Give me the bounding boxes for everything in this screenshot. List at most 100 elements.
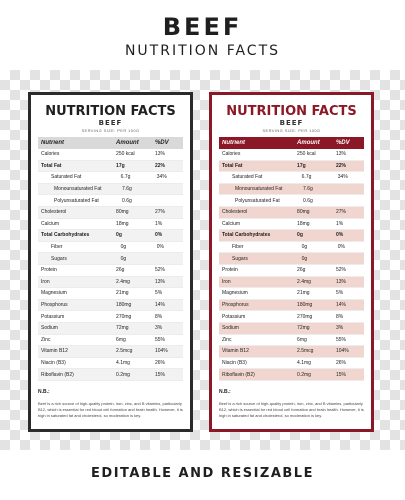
nutrient-name: Calcium — [41, 220, 60, 227]
nutrient-dv: 104% — [154, 348, 168, 355]
nutrient-name: Iron — [41, 278, 50, 285]
table-row: Total Fat 17g 22% — [38, 160, 183, 173]
nutrient-dv: 55% — [154, 336, 165, 343]
nutrient-amount: 6.7g — [120, 174, 131, 181]
column-header-dv: %DV — [154, 140, 169, 146]
serving-size: SERVING SIZE: PER 100G — [262, 128, 321, 133]
nutrient-amount: 2.4mg — [116, 278, 130, 285]
table-row: Zinc 6mg 55% — [38, 335, 183, 347]
nutrient-amount: 0.2mg — [297, 371, 311, 378]
nutrient-name: Phosphorus — [41, 302, 68, 309]
label-subtitle: BEEF — [279, 119, 304, 127]
label-title: NUTRITION FACTS — [45, 104, 176, 119]
nutrient-dv: 0% — [154, 232, 163, 239]
nutrient-dv: 13% — [335, 278, 346, 285]
nutrient-dv: 22% — [154, 162, 165, 169]
column-header-amount: Amount — [116, 140, 139, 146]
nutrient-dv: 14% — [335, 302, 346, 309]
label-title: NUTRITION FACTS — [226, 104, 357, 119]
table-header: Nutrient Amount %DV — [38, 137, 183, 149]
nutrient-name: Potassium — [41, 313, 65, 320]
nutrient-dv: 22% — [335, 162, 346, 169]
nutrient-name: Iron — [222, 278, 231, 285]
nutrient-dv: 104% — [335, 348, 349, 355]
nutrient-dv: 0% — [335, 232, 344, 239]
table-row: Sodium 72mg 3% — [219, 322, 364, 335]
nutrient-name: Total Fat — [41, 162, 62, 169]
nutrient-amount: 0g — [116, 232, 122, 239]
table-row: Phosphorus 180mg 14% — [219, 299, 364, 312]
nutrient-amount: 0.6g — [303, 197, 313, 204]
nutrient-amount: 17g — [297, 162, 306, 169]
table-row: Magnesium 21mg 5% — [38, 288, 183, 300]
serving-size: SERVING SIZE: PER 100G — [81, 128, 140, 133]
label-subtitle: BEEF — [98, 119, 123, 127]
nutrient-amount: 26g — [297, 267, 306, 274]
nutrient-name: Protein — [41, 267, 57, 274]
nutrient-amount: 270mg — [116, 313, 132, 320]
nutrient-amount: 250 kcal — [116, 151, 135, 158]
nutrient-name: Vitamin B12 — [222, 348, 249, 355]
nutrient-name: Calcium — [222, 220, 241, 227]
nutrient-amount: 0g — [120, 255, 127, 262]
table-row: Calories 250 kcal 13% — [38, 149, 183, 161]
nutrient-dv: 55% — [335, 336, 346, 343]
nutrient-name: Saturated Fat — [232, 174, 263, 181]
nutrient-name: Fiber — [232, 244, 244, 251]
page-subtitle: NUTRITION FACTS — [124, 43, 281, 59]
nutrient-name: Monounsaturated Fat — [54, 186, 102, 193]
nutrient-dv: 52% — [335, 267, 346, 274]
nutrient-dv: 34% — [337, 174, 348, 181]
nutrient-name: Total Carbohydrates — [222, 232, 271, 239]
table-row: Vitamin B12 2.5mcg 104% — [38, 346, 183, 358]
page-title: BEEF — [162, 13, 243, 41]
nutrient-name: Zinc — [41, 336, 51, 343]
nutrient-amount: 80mg — [116, 209, 129, 216]
nutrient-dv: 14% — [154, 302, 165, 309]
nutrient-amount: 7.6g — [122, 186, 132, 193]
table-row: Vitamin B12 2.5mcg 104% — [219, 346, 364, 358]
table-row: Riboflavin (B2) 0.2mg 15% — [219, 369, 364, 381]
table-row: Sugars 0g — [219, 253, 364, 265]
nutrient-table: Calories 250 kcal 13% Total Fat 17g 22% Satura… — [38, 149, 183, 381]
nutrient-dv: 13% — [335, 151, 346, 158]
nutrient-name: Total Carbohydrates — [41, 232, 90, 239]
table-row: Fiber 0g 0% — [219, 242, 364, 254]
nutrient-amount: 0g — [297, 232, 303, 239]
nutrient-name: Cholesterol — [41, 209, 67, 216]
table-header: Nutrient Amount %DV — [219, 137, 364, 149]
nutrient-dv: 15% — [154, 371, 165, 378]
nutrient-name: Potassium — [222, 313, 246, 320]
nutrient-dv: 8% — [335, 313, 344, 320]
nutrient-name: Calories — [41, 151, 60, 158]
table-row: Protein 26g 52% — [219, 265, 364, 277]
nutrient-dv: 3% — [154, 325, 163, 332]
table-row: Sugars 0g — [38, 253, 183, 265]
nutrient-amount: 0g — [301, 255, 308, 262]
nutrient-dv: 52% — [154, 267, 165, 274]
table-row: Monounsaturated Fat 7.6g — [38, 183, 183, 196]
nutrient-name: Zinc — [222, 336, 232, 343]
nutrient-name: Monounsaturated Fat — [235, 186, 283, 193]
nutrient-dv: 3% — [335, 325, 344, 332]
table-row: Total Carbohydrates 0g 0% — [38, 230, 183, 242]
nutrient-amount: 2.4mg — [297, 278, 311, 285]
table-row: Protein 26g 52% — [38, 265, 183, 277]
column-header-dv: %DV — [335, 140, 350, 146]
table-row: Total Carbohydrates 0g 0% — [219, 230, 364, 242]
table-row: Phosphorus 180mg 14% — [38, 299, 183, 312]
nutrient-dv: 5% — [335, 290, 344, 297]
nutrient-amount: 0g — [120, 244, 127, 251]
nutrient-dv: 0% — [337, 244, 345, 251]
column-header-nutrient: Nutrient — [41, 140, 64, 146]
nutrient-name: Sugars — [232, 255, 248, 262]
footer-caption: EDITABLE AND RESIZABLE — [91, 466, 314, 481]
table-row: Cholesterol 80mg 27% — [38, 206, 183, 219]
nutrient-amount: 0.2mg — [116, 371, 130, 378]
nutrient-amount: 72mg — [116, 325, 129, 332]
nutrient-dv: 27% — [335, 209, 346, 216]
table-row: Potassium 270mg 8% — [219, 311, 364, 323]
nutrient-name: Calories — [222, 151, 241, 158]
nutrient-dv: 0% — [156, 244, 164, 251]
table-row: Niacin (B3) 4.1mg 26% — [219, 358, 364, 370]
